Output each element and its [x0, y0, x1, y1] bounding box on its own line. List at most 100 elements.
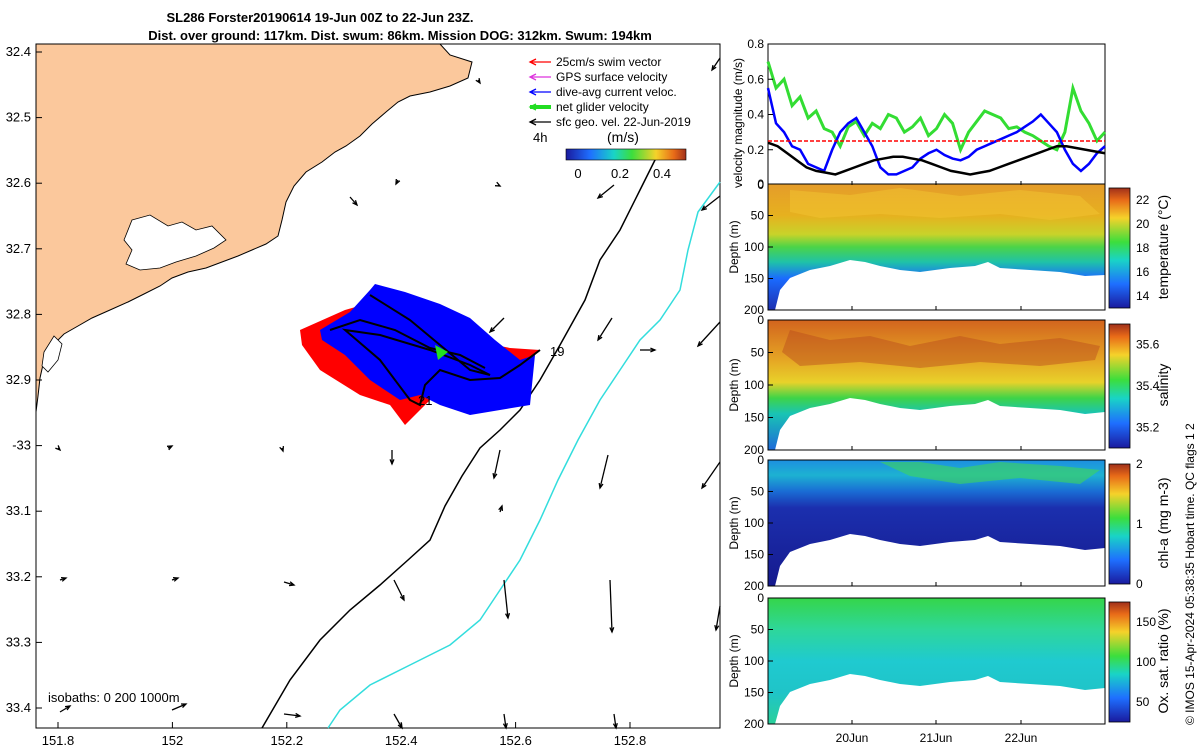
- depth-tick-label: 150: [744, 686, 764, 700]
- geo-velocity-arrowhead: [498, 504, 504, 512]
- geo-velocity-arrowhead: [696, 341, 703, 348]
- lat-tick-label: 33.3: [6, 634, 31, 649]
- geo-velocity-arrow: [393, 579, 405, 601]
- lon-tick-label: 152.2: [271, 733, 304, 748]
- geo-velocity-arrowhead: [492, 472, 498, 480]
- depth-tick-label: 150: [744, 411, 764, 425]
- isobath-1000m: [327, 181, 721, 729]
- colorbar-tick-label: 18: [1136, 241, 1150, 255]
- coastline-land: [35, 43, 473, 413]
- geo-velocity-arrow: [503, 579, 509, 619]
- lon-tick-label: 152.6: [499, 733, 532, 748]
- geo-velocity-arrowhead: [711, 64, 717, 72]
- depth-tick-label: 200: [744, 443, 764, 457]
- time-axis: 20Jun 21Jun 22Jun: [836, 181, 1037, 745]
- lat-tick-label: 32.8: [6, 306, 31, 321]
- heatmap-colorbar: [1108, 323, 1131, 449]
- depth-tick-label: 50: [751, 623, 765, 637]
- geo-velocity-arrowhead: [395, 178, 401, 186]
- legend-arrowhead: [528, 103, 537, 111]
- geo-velocity-arrowhead: [288, 581, 296, 587]
- depth-tick-label: 200: [744, 717, 764, 731]
- depth-axis-label: Depth (m): [727, 634, 741, 687]
- depth-axis-label: Depth (m): [727, 496, 741, 549]
- geo-velocity-arrowhead: [295, 712, 302, 718]
- geo-velocity-arrowhead: [598, 482, 604, 490]
- depth-tick-label: 150: [744, 272, 764, 286]
- geo-velocity-arrowhead: [494, 181, 502, 187]
- geo-velocity-arrowhead: [166, 445, 174, 451]
- colorbar-label: temperature (°C): [1155, 195, 1171, 299]
- colorbar-tick-label: 22: [1136, 193, 1150, 207]
- velocity-series-line: [767, 141, 1106, 176]
- velocity-panel: 0 0.2 0.4 0.6 0.8 velocity magnitude (m/s): [731, 37, 1107, 192]
- lon-tick-label: 151.8: [42, 733, 75, 748]
- geo-velocity-arrow: [701, 195, 721, 211]
- depth-tick-label: 100: [744, 378, 764, 392]
- depth-tick-label: 0: [757, 453, 764, 467]
- net-glider-velocity-marker: [435, 345, 448, 360]
- geo-velocity-arrowhead: [60, 576, 68, 582]
- salinity-field: [768, 320, 1105, 450]
- geo-velocity-arrow: [613, 713, 617, 729]
- geo-velocity-arrowhead: [389, 459, 395, 466]
- depth-tick-label: 0: [757, 177, 764, 191]
- coastal-lake: [123, 214, 227, 271]
- velocity-frame: [767, 43, 1106, 186]
- colorbar-tick-label: 50: [1136, 695, 1150, 709]
- velocity-ytick-label: 0: [757, 178, 764, 192]
- oxygen-field: [768, 598, 1105, 724]
- day-label: 21: [418, 393, 432, 408]
- isobath-200m: [261, 149, 661, 729]
- geo-velocity-arrowhead: [700, 205, 707, 212]
- depth-tick-label: 200: [744, 579, 764, 593]
- geo-velocity-arrow: [489, 317, 505, 333]
- heatmap-colorbar: [1108, 187, 1131, 309]
- depth-tick-label: 200: [744, 303, 764, 317]
- legend-label: dive-avg current veloc.: [556, 85, 677, 99]
- title-line-2: Dist. over ground: 117km. Dist. swum: 86…: [148, 28, 652, 43]
- velocity-ytick-label: 0.4: [747, 108, 764, 122]
- colorbar-tick-label: 100: [1136, 655, 1156, 669]
- chlorophyll-panel: [767, 459, 1106, 587]
- colorbar-tick-label: 150: [1136, 615, 1156, 629]
- legend-arrowhead: [528, 88, 537, 96]
- lat-tick-label: 33.4: [6, 700, 31, 715]
- geo-velocity-arrowhead: [609, 627, 615, 634]
- heatmap-axes: 0 50 100 150 200 Depth (m) 35.2 35.4 35.6 salinit…: [727, 313, 1171, 457]
- velocity-ytick-label: 0.6: [747, 72, 764, 86]
- geo-velocity-arrowhead: [279, 445, 285, 453]
- colorbar-label: Ox. sat. ratio (%): [1155, 608, 1171, 713]
- geo-velocity-arrowhead: [475, 77, 481, 85]
- temperature-panel: [767, 183, 1106, 311]
- geo-velocity-arrowhead: [352, 200, 359, 207]
- geo-velocity-arrow: [171, 703, 187, 711]
- geo-velocity-arrow: [711, 57, 721, 71]
- colorbar-tick-label: 35.2: [1136, 420, 1160, 434]
- depth-axis-label: Depth (m): [727, 358, 741, 411]
- depth-tick-label: 0: [757, 591, 764, 605]
- depth-tick-label: 100: [744, 240, 764, 254]
- geo-velocity-arrowhead: [714, 624, 720, 632]
- depth-tick-label: 150: [744, 548, 764, 562]
- lat-tick-label: 32.5: [6, 110, 31, 125]
- latitude-ticks: 32.4 32.5 32.6 32.7 32.8 32.9 -33 33.1 33.2 33.3 3…: [6, 44, 42, 715]
- geo-velocity-arrow: [597, 184, 615, 199]
- title-line-1: SL286 Forster20190614 19-Jun 00Z to 22-J…: [166, 10, 474, 25]
- depth-tick-label: 50: [751, 485, 765, 499]
- oxygen-panel: [767, 597, 1106, 725]
- colorbar-unit: (m/s): [607, 129, 639, 145]
- geo-velocity-arrowhead: [64, 705, 72, 711]
- heatmap-axes: 0 50 100 150 200 Depth (m) 0 1 2 chl-a (mg m-3): [727, 453, 1171, 593]
- speed-colorbar: [565, 148, 687, 161]
- geo-velocity-arrow: [283, 713, 301, 717]
- lat-tick-label: 32.7: [6, 241, 31, 256]
- geo-velocity-arrowhead: [596, 193, 603, 200]
- lat-tick-label: 33.1: [6, 503, 31, 518]
- velocity-ytick-label: 0.2: [747, 143, 764, 157]
- legend-arrowhead: [528, 73, 537, 81]
- colorbar-tick-label: 1: [1136, 517, 1143, 531]
- lon-tick-label: 152: [162, 733, 184, 748]
- geo-velocity-arrow: [393, 713, 403, 729]
